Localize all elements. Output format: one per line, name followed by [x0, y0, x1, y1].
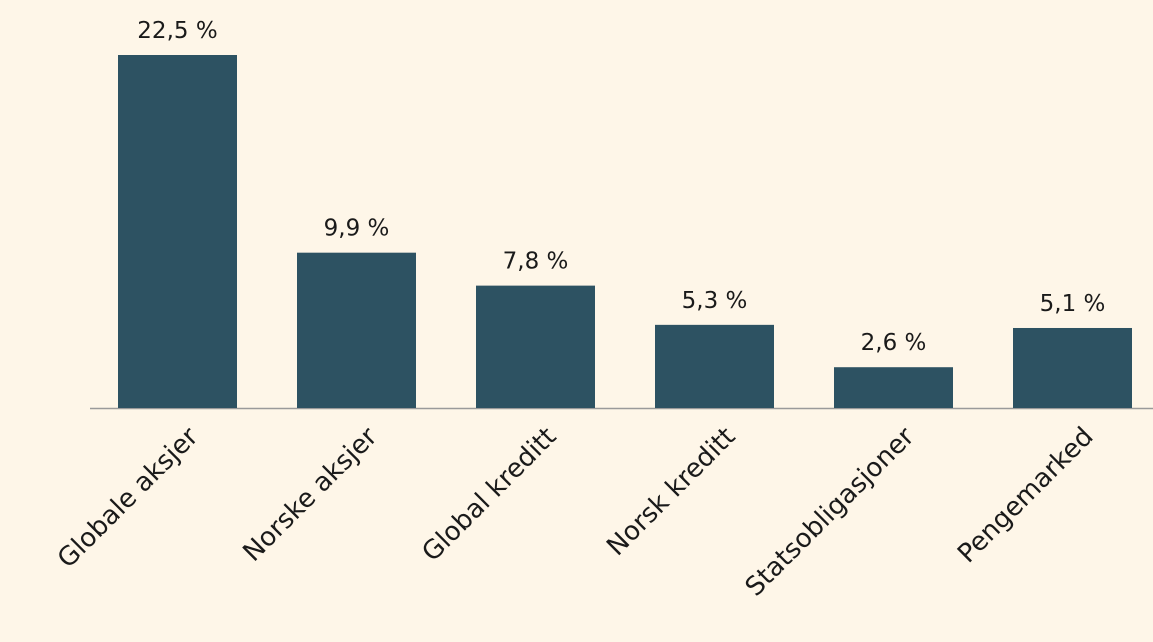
bar [297, 252, 416, 408]
value-label: 22,5 % [137, 18, 217, 44]
bar [655, 324, 774, 408]
value-label: 9,9 % [324, 216, 390, 242]
value-label: 5,3 % [682, 288, 748, 314]
bar [1013, 327, 1132, 408]
value-label: 5,1 % [1040, 291, 1106, 317]
bar [476, 285, 595, 408]
value-label: 7,8 % [503, 249, 569, 275]
bar [834, 367, 953, 408]
value-label: 2,6 % [861, 330, 927, 356]
bar [118, 55, 237, 408]
